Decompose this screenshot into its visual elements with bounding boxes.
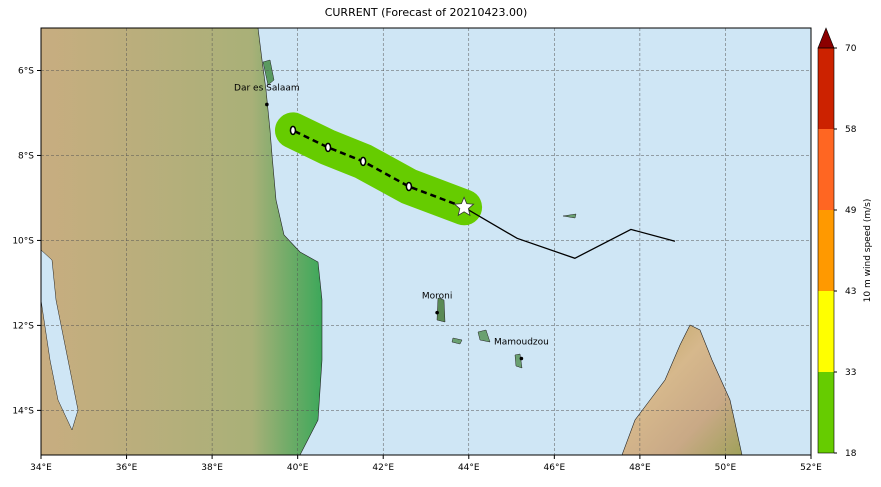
x-tick-label: 34°E bbox=[30, 463, 52, 473]
y-tick-label: 12°S bbox=[12, 321, 34, 331]
city-label: Dar es Salaam bbox=[234, 83, 300, 93]
colorbar-frame bbox=[817, 47, 835, 454]
colorbar-tick-label: 18 bbox=[845, 449, 857, 459]
current-position bbox=[453, 196, 475, 217]
y-tick-label: 10°S bbox=[12, 236, 34, 246]
madagascar-land bbox=[621, 324, 743, 455]
colorbar-extend bbox=[817, 27, 835, 49]
map-area: Dar es Salaam Moroni Mamoudzou bbox=[41, 28, 811, 455]
x-tick-label: 42°E bbox=[372, 463, 394, 473]
past-track bbox=[463, 206, 676, 259]
zanzibar bbox=[262, 59, 275, 86]
city-label: Mamoudzou bbox=[494, 338, 549, 348]
x-tick-label: 50°E bbox=[715, 463, 737, 473]
forecast-point bbox=[324, 142, 332, 153]
x-tick-label: 40°E bbox=[287, 463, 309, 473]
forecast-point bbox=[405, 181, 413, 192]
colorbar-tick-label: 49 bbox=[845, 206, 857, 216]
x-tick-label: 46°E bbox=[544, 463, 566, 473]
colorbar-segment bbox=[818, 48, 834, 129]
y-tick-label: 8°S bbox=[18, 151, 34, 161]
y-tick-label: 6°S bbox=[18, 66, 34, 76]
colorbar-segment bbox=[818, 210, 834, 291]
city-marker bbox=[265, 102, 269, 107]
x-tick-label: 38°E bbox=[201, 463, 223, 473]
colorbar-segment bbox=[818, 129, 834, 210]
y-tick-label: 14°S bbox=[12, 406, 34, 416]
colorbar-label: 10 m wind speed (m/s) bbox=[863, 199, 873, 303]
moheli bbox=[451, 337, 463, 345]
seychelles-islet bbox=[562, 213, 577, 219]
city-label: Moroni bbox=[422, 292, 453, 302]
x-tick-label: 44°E bbox=[458, 463, 480, 473]
forecast-point bbox=[359, 156, 367, 167]
lake bbox=[41, 249, 79, 431]
map-frame bbox=[40, 27, 812, 456]
city-marker bbox=[435, 310, 439, 315]
city-marker bbox=[519, 356, 524, 361]
x-tick-label: 36°E bbox=[116, 463, 138, 473]
x-tick-label: 52°E bbox=[800, 463, 822, 473]
anjouan bbox=[477, 329, 491, 343]
title: CURRENT (Forecast of 20210423.00) bbox=[325, 6, 528, 19]
x-tick-label: 48°E bbox=[629, 463, 651, 473]
colorbar-tick-label: 43 bbox=[845, 287, 856, 297]
colorbar-tick-label: 33 bbox=[845, 368, 856, 378]
colorbar-segment bbox=[818, 372, 834, 453]
colorbar-segment bbox=[818, 291, 834, 372]
forecast-point bbox=[289, 125, 297, 136]
africa-land bbox=[41, 28, 323, 455]
colorbar-tick-label: 58 bbox=[845, 125, 857, 135]
colorbar-tick-label: 70 bbox=[845, 44, 857, 54]
